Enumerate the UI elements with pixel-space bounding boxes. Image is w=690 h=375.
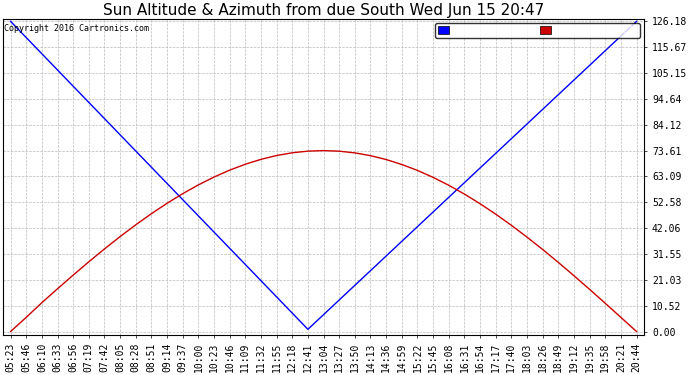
Text: Copyright 2016 Cartronics.com: Copyright 2016 Cartronics.com <box>4 24 149 33</box>
Legend: Azimuth (Angle °), Altitude (Angle °): Azimuth (Angle °), Altitude (Angle °) <box>435 24 640 38</box>
Title: Sun Altitude & Azimuth from due South Wed Jun 15 20:47: Sun Altitude & Azimuth from due South We… <box>103 3 544 18</box>
